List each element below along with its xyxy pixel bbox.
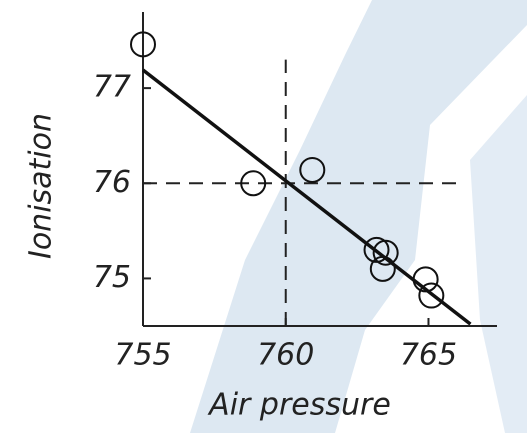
data-point	[299, 156, 326, 183]
y-tick-label: 76	[93, 165, 131, 200]
data-point	[240, 170, 267, 197]
background-shape	[190, 0, 527, 433]
x-tick-label: 765	[400, 338, 457, 373]
y-tick-label: 77	[93, 70, 131, 105]
x-tick-label: 755	[114, 338, 171, 373]
data-point	[130, 31, 156, 58]
y-axis-label: Ionisation	[24, 113, 59, 259]
data-point	[418, 282, 445, 309]
x-axis-label: Air pressure	[207, 388, 391, 423]
y-tick-label: 75	[93, 260, 131, 295]
x-tick-label: 760	[257, 338, 314, 373]
background-shape	[470, 95, 527, 433]
data-point	[372, 239, 399, 266]
fit-line	[141, 68, 472, 326]
